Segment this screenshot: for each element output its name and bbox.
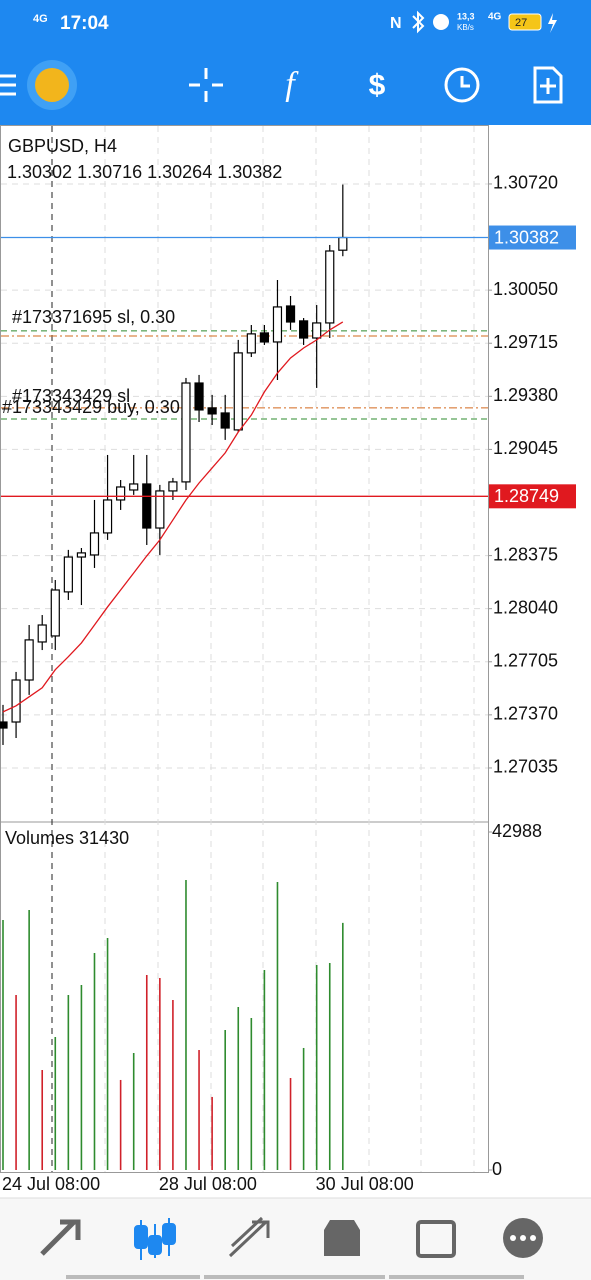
candle-body bbox=[246, 333, 256, 354]
price-label: 1.30382 bbox=[494, 227, 559, 247]
price-label-bg bbox=[489, 225, 576, 250]
candle-body bbox=[0, 721, 8, 729]
network: 4G bbox=[33, 13, 48, 25]
y-tick-label: 1.29380 bbox=[493, 385, 558, 405]
candle-body bbox=[299, 320, 309, 339]
candle-body bbox=[168, 481, 178, 492]
candle-body bbox=[11, 679, 21, 723]
y-tick-label: 1.29715 bbox=[493, 332, 558, 352]
candle-body bbox=[37, 624, 47, 643]
y-tick-label: 1.27370 bbox=[493, 704, 558, 724]
battery bbox=[508, 13, 542, 31]
candle-body bbox=[259, 332, 269, 343]
time: 17:04 bbox=[60, 13, 109, 34]
bottom-nav bbox=[0, 1198, 591, 1280]
candle-body bbox=[24, 639, 34, 681]
volume-tick-label: 0 bbox=[492, 1159, 502, 1179]
y-tick-label: 1.30720 bbox=[493, 173, 558, 193]
volume-tick-label: 42988 bbox=[492, 821, 542, 841]
y-tick-label: 1.29045 bbox=[493, 438, 558, 458]
candle-body bbox=[272, 306, 283, 343]
menu-button[interactable] bbox=[0, 74, 16, 96]
history-tab[interactable] bbox=[324, 1220, 360, 1256]
quotes-tab[interactable] bbox=[40, 1219, 81, 1256]
trade-tab[interactable] bbox=[228, 1216, 270, 1258]
dnd-icon bbox=[433, 14, 449, 30]
candle-body bbox=[285, 305, 296, 323]
candle-body bbox=[312, 322, 322, 339]
x-tick-label: 24 Jul 08:00 bbox=[2, 1174, 100, 1194]
y-tick-label: 1.30050 bbox=[493, 279, 558, 299]
candle-body bbox=[194, 382, 204, 411]
plot: 1.30720 1.30050 1.29715 1.29380 1.29045 1.283… bbox=[0, 173, 558, 1179]
volume-label: Volumes 31430 bbox=[5, 828, 129, 848]
news-tab[interactable] bbox=[416, 1220, 456, 1258]
charging-icon bbox=[548, 13, 557, 33]
chat-dots bbox=[510, 1235, 536, 1241]
candle-body bbox=[89, 532, 100, 556]
symbol: GBPUSD, H4 bbox=[8, 136, 117, 156]
y-tick-label: 1.27035 bbox=[493, 757, 558, 777]
candle-body bbox=[220, 412, 230, 429]
chart-tab[interactable] bbox=[134, 1218, 176, 1260]
bluetooth-icon bbox=[412, 10, 425, 34]
candle-body bbox=[129, 483, 139, 491]
chart-frame[interactable] bbox=[0, 125, 489, 1173]
candle-body bbox=[116, 486, 126, 501]
candle-body bbox=[63, 556, 73, 593]
candle-body bbox=[155, 490, 165, 529]
ohlc: 1.30302 1.30716 1.30264 1.30382 bbox=[7, 162, 282, 182]
price-label: 1.28749 bbox=[494, 486, 559, 506]
x-tick-label: 28 Jul 08:00 bbox=[159, 1174, 257, 1194]
candle-body bbox=[181, 382, 191, 483]
candle-body bbox=[102, 499, 113, 534]
speed-value: 13,3 bbox=[457, 11, 475, 21]
trade-button[interactable]: $ bbox=[369, 69, 386, 102]
y-tick-label: 1.27705 bbox=[493, 651, 558, 671]
price-label-bg bbox=[489, 484, 576, 509]
candle-body bbox=[76, 552, 87, 558]
order-label: #173343429 sl bbox=[12, 386, 130, 406]
candle-body bbox=[207, 407, 217, 415]
new-order-button[interactable] bbox=[533, 66, 563, 104]
clock-hands bbox=[460, 76, 470, 88]
candle-body bbox=[338, 236, 348, 251]
candle-body bbox=[142, 483, 152, 529]
header-bg bbox=[0, 0, 591, 125]
network2: 4G bbox=[488, 12, 502, 23]
candle-body bbox=[50, 589, 60, 637]
y-tick-label: 1.28375 bbox=[493, 544, 558, 564]
x-tick-label: 30 Jul 08:00 bbox=[316, 1174, 414, 1194]
nfc-icon: N bbox=[390, 15, 402, 32]
order-label: #173343429 buy, 0.30 bbox=[2, 397, 180, 417]
candle-body bbox=[233, 352, 243, 431]
speed-unit: KB/s bbox=[457, 23, 474, 32]
moving-average bbox=[2, 321, 344, 713]
candle-body bbox=[325, 250, 335, 324]
app-logo-inner bbox=[35, 68, 69, 102]
period-button[interactable] bbox=[444, 67, 480, 103]
crosshair-button[interactable] bbox=[189, 68, 223, 102]
y-tick-label: 1.28040 bbox=[493, 597, 558, 617]
battery-level: 27 bbox=[515, 17, 527, 29]
order-label: #173371695 sl, 0.30 bbox=[12, 307, 175, 327]
